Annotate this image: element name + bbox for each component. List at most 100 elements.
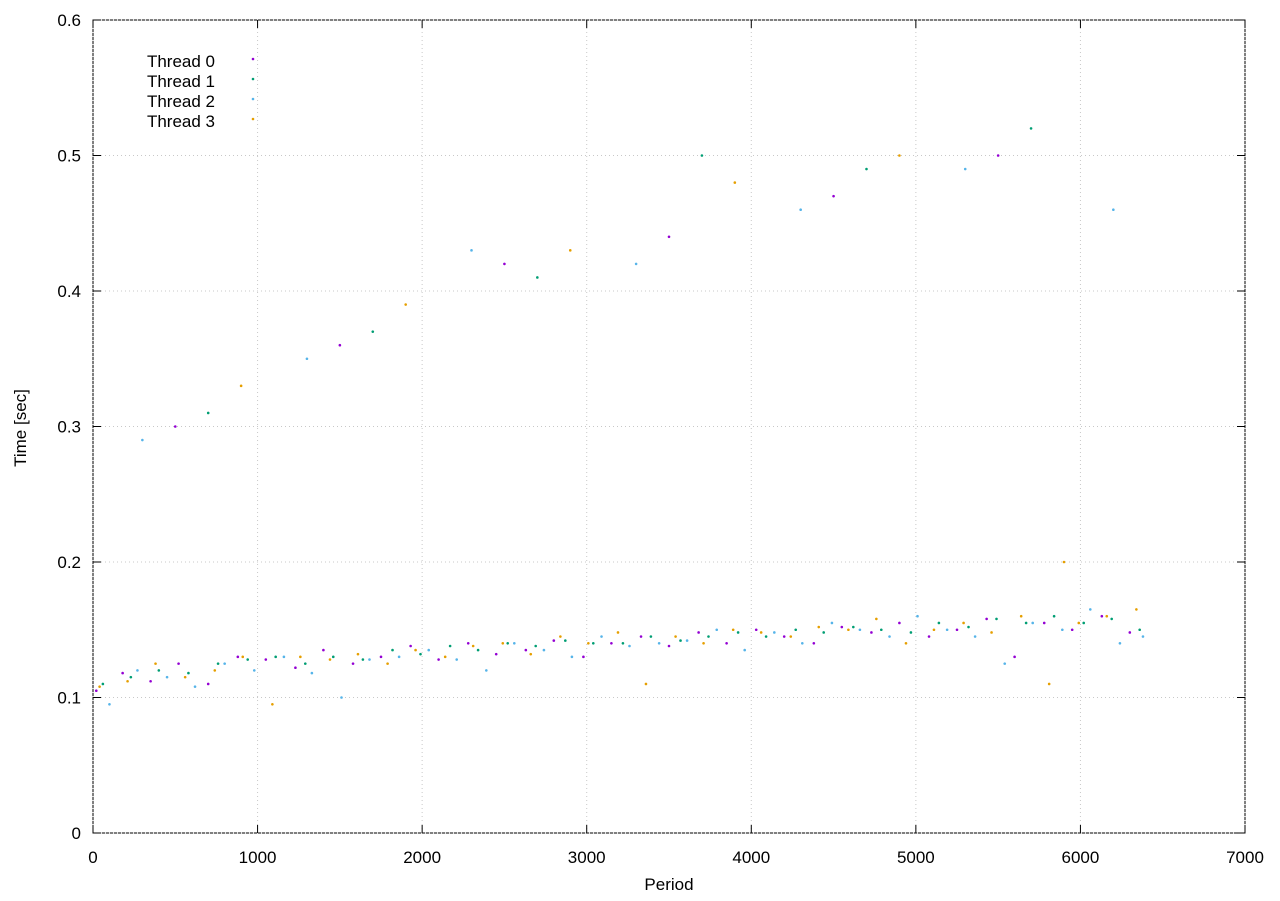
point: [852, 625, 855, 629]
point: [916, 614, 919, 618]
point: [1029, 127, 1033, 130]
point: [1042, 621, 1046, 625]
point: [644, 682, 648, 686]
y-tick-label: 0: [72, 824, 81, 843]
point: [870, 631, 873, 634]
point: [94, 689, 98, 693]
point: [1105, 614, 1109, 618]
point: [1013, 655, 1016, 659]
point: [542, 648, 546, 652]
point: [904, 642, 908, 645]
y-tick-label: 0.1: [57, 689, 81, 708]
point: [932, 628, 936, 632]
point: [764, 635, 768, 638]
point: [840, 625, 844, 629]
point: [236, 655, 240, 659]
point: [679, 639, 682, 642]
point: [506, 642, 510, 645]
point: [616, 631, 620, 634]
point: [1141, 635, 1145, 638]
point: [817, 625, 821, 629]
point: [634, 262, 638, 266]
point: [1019, 614, 1023, 618]
point: [368, 658, 371, 661]
point: [733, 181, 737, 184]
point: [322, 648, 325, 652]
point: [898, 154, 901, 157]
legend-label: Thread 1: [147, 72, 215, 91]
point: [397, 655, 401, 659]
x-tick-label: 4000: [732, 848, 770, 867]
point: [967, 625, 970, 629]
point: [888, 635, 891, 638]
point: [241, 655, 245, 659]
point: [568, 249, 572, 252]
point: [985, 617, 988, 621]
point: [754, 628, 758, 632]
point: [564, 639, 567, 642]
point: [812, 642, 816, 645]
point: [794, 628, 798, 632]
point: [973, 635, 977, 638]
point: [476, 648, 480, 652]
point: [955, 628, 959, 632]
point: [501, 642, 505, 645]
point: [610, 642, 613, 645]
point: [213, 669, 217, 672]
point: [294, 666, 297, 669]
point: [582, 655, 585, 659]
point: [379, 655, 383, 659]
point: [879, 628, 883, 632]
point: [1024, 621, 1028, 625]
point: [391, 648, 394, 652]
point: [529, 652, 533, 656]
point: [898, 621, 901, 625]
point: [485, 669, 488, 672]
point: [264, 658, 268, 661]
point: [470, 249, 473, 252]
point: [1070, 628, 1074, 632]
point: [141, 438, 144, 442]
point: [299, 655, 302, 659]
x-tick-label: 5000: [897, 848, 935, 867]
point: [1062, 560, 1066, 564]
point: [552, 639, 556, 642]
x-tick-label: 1000: [239, 848, 277, 867]
point: [448, 644, 452, 648]
x-tick-label: 3000: [568, 848, 606, 867]
point: [1052, 614, 1056, 618]
point: [471, 644, 475, 648]
point: [386, 662, 389, 665]
point: [743, 648, 747, 652]
point: [1061, 628, 1064, 632]
point: [909, 631, 913, 634]
point: [822, 631, 825, 634]
point: [193, 685, 197, 688]
point: [246, 658, 249, 661]
point: [524, 648, 528, 652]
point: [697, 631, 700, 634]
point: [799, 208, 802, 211]
point: [1118, 642, 1122, 645]
point: [183, 675, 187, 679]
point: [937, 621, 941, 625]
point: [789, 635, 793, 638]
point: [513, 642, 516, 645]
point: [154, 662, 157, 665]
y-tick-label: 0.2: [57, 553, 81, 572]
point: [1003, 662, 1007, 665]
point: [628, 644, 631, 648]
point: [187, 671, 190, 675]
point: [409, 644, 412, 648]
point: [536, 276, 539, 279]
y-axis-label: Time [sec]: [11, 389, 30, 467]
point: [98, 685, 101, 688]
point: [361, 658, 365, 661]
point: [206, 411, 210, 415]
point: [801, 642, 804, 645]
legend-marker: [251, 77, 255, 81]
point: [667, 644, 671, 648]
point: [832, 194, 835, 198]
point: [600, 635, 603, 638]
